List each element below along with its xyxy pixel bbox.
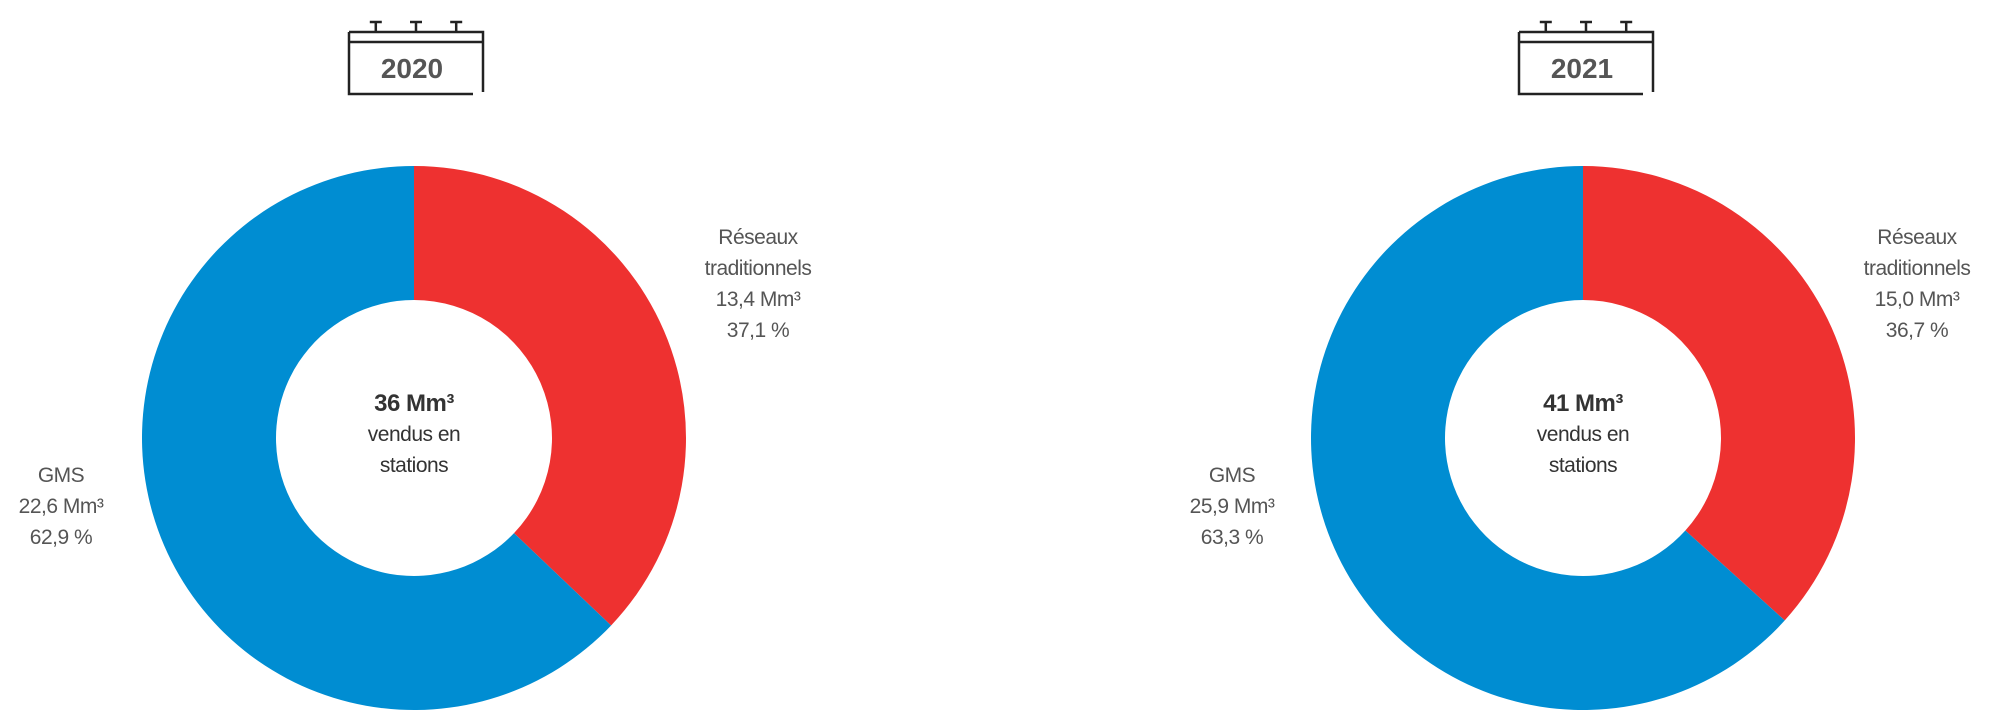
slice-label: GMS 22,6 Mm³ 62,9 %: [0, 460, 131, 553]
year-label: 2021: [1551, 53, 1613, 84]
slice-label: Réseaux traditionnels 15,0 Mm³ 36,7 %: [1847, 222, 1987, 346]
slice-label: Réseaux traditionnels 13,4 Mm³ 37,1 %: [688, 222, 828, 346]
category-label: Réseaux traditionnels: [704, 226, 812, 280]
percent-label: 37,1 %: [726, 319, 790, 342]
year-label: 2020: [381, 53, 443, 84]
volume-label: 15,0 Mm³: [1874, 288, 1960, 311]
percent-label: 36,7 %: [1885, 319, 1949, 342]
calendar-stroke: [369, 20, 382, 32]
donut-slice: [414, 166, 686, 626]
calendar-stroke: [1539, 20, 1552, 32]
percent-label: 63,3 %: [1200, 526, 1264, 549]
calendar-stroke: [1620, 20, 1633, 32]
center-title: 41 Mm³: [1543, 390, 1623, 417]
volume-label: 22,6 Mm³: [18, 495, 104, 518]
calendar-icon: [1517, 20, 1655, 96]
center-subtitle: vendus en stations: [1536, 423, 1630, 477]
center-subtitle: vendus en stations: [367, 423, 461, 477]
calendar-stroke: [1519, 30, 1655, 92]
category-label: GMS: [37, 464, 85, 487]
calendar-stroke: [1517, 32, 1643, 96]
calendar-stroke: [1580, 20, 1592, 32]
category-label: GMS: [1208, 464, 1256, 487]
center-label: 36 Mm³ vendus en stations: [314, 388, 514, 481]
center-label: 41 Mm³ vendus en stations: [1483, 388, 1683, 481]
calendar-stroke: [347, 32, 473, 96]
donut-slice: [1311, 166, 1785, 710]
category-label: Réseaux traditionnels: [1863, 226, 1971, 280]
calendar-icon: [347, 20, 485, 96]
donut-slice: [1583, 166, 1855, 621]
donut-slice: [141, 166, 612, 711]
slice-label: GMS 25,9 Mm³ 63,3 %: [1162, 460, 1302, 553]
volume-label: 13,4 Mm³: [715, 288, 801, 311]
percent-label: 62,9 %: [29, 526, 93, 549]
volume-label: 25,9 Mm³: [1189, 495, 1275, 518]
calendar-stroke: [410, 20, 422, 32]
calendar-stroke: [450, 20, 463, 32]
center-title: 36 Mm³: [374, 390, 454, 417]
calendar-stroke: [349, 30, 485, 92]
